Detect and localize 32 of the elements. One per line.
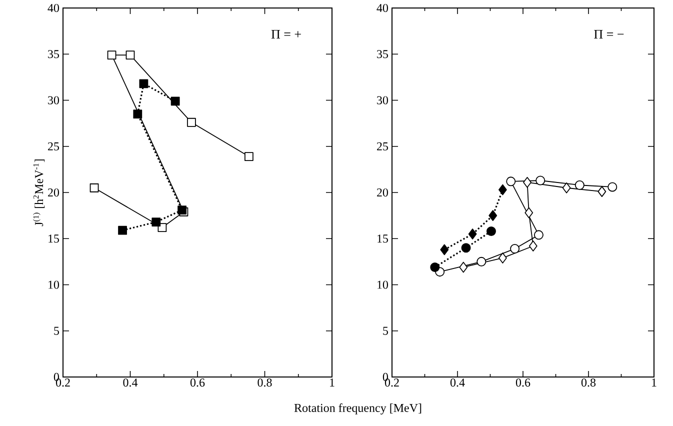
y-tick-label: 25 bbox=[48, 142, 60, 150]
y-tick-label: 25 bbox=[377, 142, 388, 150]
y-tick-label: 15 bbox=[48, 234, 60, 243]
x-tick-label: 0.2 bbox=[56, 378, 70, 387]
y-tick-label: 20 bbox=[48, 188, 60, 197]
x-tick-label: 1 bbox=[652, 378, 656, 386]
x-tick-label: 0.8 bbox=[258, 378, 272, 387]
x-tick-label: 0.2 bbox=[384, 378, 399, 387]
y-tick-label: 30 bbox=[377, 96, 388, 104]
y-tick-label: 0 bbox=[382, 372, 388, 382]
y-tick-label: 35 bbox=[377, 50, 388, 58]
x-axis-title: Rotation frequency [MeV] bbox=[294, 403, 422, 414]
x-tick-label: 0.4 bbox=[450, 378, 465, 387]
y-tick-label: 5 bbox=[54, 326, 60, 335]
x-tick-label: 0.8 bbox=[581, 378, 596, 387]
x-tick-label: 1 bbox=[330, 378, 334, 386]
y-tick-label: 15 bbox=[378, 234, 388, 243]
y-tick-label: 40 bbox=[48, 4, 60, 12]
x-tick-label: 0.6 bbox=[516, 378, 530, 387]
y-tick-label: 5 bbox=[383, 326, 388, 335]
y-tick-label: 10 bbox=[48, 280, 60, 289]
y-tick-label: 0 bbox=[54, 372, 60, 382]
y-tick-label: 30 bbox=[48, 96, 60, 104]
y-tick-label: 20 bbox=[377, 188, 388, 197]
y-tick-label: 35 bbox=[48, 50, 60, 58]
y-axis-title: J$^{(1)}$ [h$^{2}$MeV$^{-1}$] bbox=[33, 159, 45, 226]
y-tick-label: 40 bbox=[376, 4, 388, 12]
annotation: Π = − bbox=[594, 30, 624, 38]
annotation: Π = + bbox=[271, 30, 301, 38]
x-tick-label: 0.6 bbox=[190, 378, 205, 387]
y-tick-label: 10 bbox=[378, 280, 388, 289]
x-tick-label: 0.4 bbox=[123, 378, 138, 387]
